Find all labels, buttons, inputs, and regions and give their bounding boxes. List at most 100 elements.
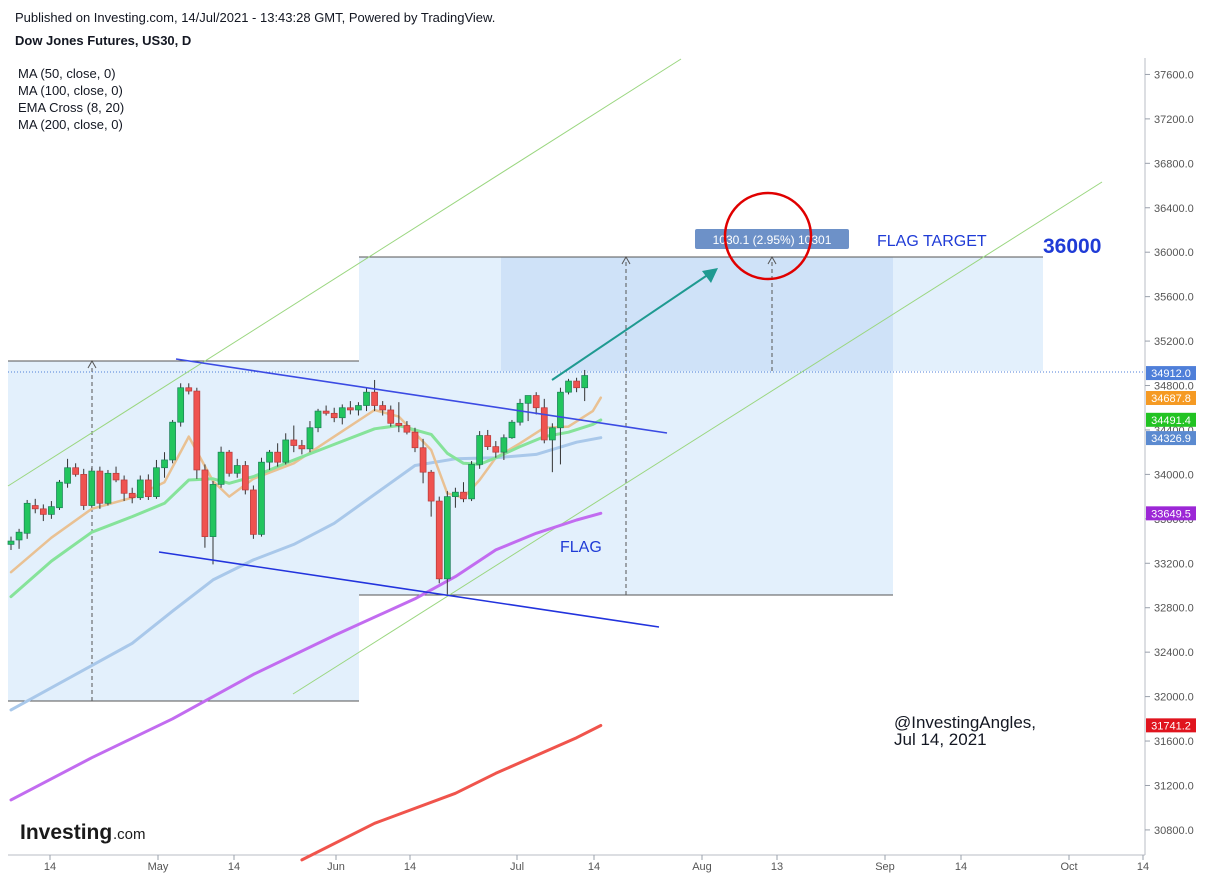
candle-up bbox=[524, 395, 532, 404]
candle-down bbox=[193, 390, 201, 471]
candle-down bbox=[387, 409, 395, 424]
projection-arrowhead bbox=[702, 268, 718, 283]
price-tick-label: 35200.0 bbox=[1154, 336, 1194, 348]
candle-down bbox=[120, 479, 128, 494]
candle-down bbox=[201, 469, 209, 537]
candle-up bbox=[500, 437, 508, 453]
time-tick-label: Oct bbox=[1060, 861, 1077, 873]
price-label-text: 33649.5 bbox=[1151, 508, 1191, 520]
candle-down bbox=[39, 508, 47, 515]
candle-up bbox=[314, 410, 322, 429]
price-label-text: 34912.0 bbox=[1151, 368, 1191, 380]
candle-up bbox=[468, 464, 475, 500]
candle-up bbox=[177, 387, 185, 423]
price-tick-label: 31600.0 bbox=[1154, 736, 1194, 748]
candle-up bbox=[104, 472, 112, 504]
candle-up bbox=[258, 461, 265, 535]
price-tick-label: 35600.0 bbox=[1154, 292, 1194, 304]
candle-down bbox=[330, 412, 338, 419]
flag-upper-trendline[interactable] bbox=[175, 358, 668, 434]
candle-up bbox=[306, 427, 314, 450]
candle-down bbox=[403, 425, 411, 433]
price-tick-label: 31200.0 bbox=[1154, 780, 1194, 792]
candle-up bbox=[516, 402, 524, 423]
price-tick-label: 32400.0 bbox=[1154, 647, 1194, 659]
candle-down bbox=[298, 445, 306, 450]
price-label-box bbox=[1146, 431, 1196, 446]
price-tick-label: 30800.0 bbox=[1154, 825, 1194, 837]
candle-up bbox=[169, 421, 176, 461]
candle-down bbox=[72, 467, 79, 475]
candle-down bbox=[31, 505, 39, 510]
candle-down bbox=[290, 439, 298, 446]
price-label-text: 34326.9 bbox=[1151, 433, 1191, 445]
candle-down bbox=[411, 431, 419, 449]
time-tick-label: 14 bbox=[1137, 861, 1149, 873]
time-tick-label: Jun bbox=[327, 861, 345, 873]
time-tick-label: Jul bbox=[510, 861, 524, 873]
candle-down bbox=[250, 489, 257, 535]
price-label-box bbox=[1146, 390, 1196, 405]
candle-up bbox=[64, 467, 71, 484]
indicator-ma50-label[interactable]: MA (50, close, 0) bbox=[18, 66, 116, 81]
ma100-line bbox=[9, 511, 603, 802]
candle-down bbox=[379, 405, 387, 411]
indicator-ma200-label[interactable]: MA (200, close, 0) bbox=[18, 117, 123, 132]
target-projection-region bbox=[501, 257, 893, 371]
candle-down bbox=[274, 451, 281, 463]
candle-up bbox=[161, 459, 168, 469]
measure-label: 1030.1 (2.95%) 10301 bbox=[713, 233, 832, 247]
target-extension-region bbox=[893, 257, 1043, 371]
flag-label: FLAG bbox=[560, 539, 602, 556]
candle-up bbox=[23, 502, 31, 534]
investing-logo-text: Investing bbox=[20, 821, 112, 844]
candle-up bbox=[508, 421, 516, 439]
candle-down bbox=[419, 447, 427, 473]
candle-up bbox=[549, 427, 556, 441]
candle-down bbox=[347, 407, 354, 411]
price-tick-label: 32000.0 bbox=[1154, 692, 1194, 704]
candle-up bbox=[266, 451, 273, 463]
candle-down bbox=[112, 472, 120, 481]
price-label-box bbox=[1146, 718, 1196, 733]
candle-down bbox=[573, 380, 580, 389]
candle-down bbox=[427, 471, 435, 502]
target-value-label: 36000 bbox=[1043, 235, 1101, 258]
candle-up bbox=[217, 451, 225, 485]
candle-up bbox=[557, 391, 564, 429]
candle-down bbox=[225, 451, 233, 474]
indicator-ema-cross-label[interactable]: EMA Cross (8, 20) bbox=[18, 100, 125, 115]
candle-up bbox=[209, 484, 217, 537]
candle-up bbox=[355, 405, 362, 411]
candle-down bbox=[435, 500, 443, 580]
candle-down bbox=[532, 395, 540, 409]
watermark-handle: @InvestingAngles, bbox=[894, 713, 1036, 732]
candle-up bbox=[7, 540, 15, 545]
flag-lower-trendline[interactable] bbox=[158, 551, 660, 628]
candle-up bbox=[15, 531, 23, 541]
candle-up bbox=[565, 380, 572, 393]
price-tick-label: 34800.0 bbox=[1154, 381, 1194, 393]
channel-lower-line[interactable] bbox=[292, 181, 1103, 695]
channel-upper-line[interactable] bbox=[7, 58, 682, 487]
candle-down bbox=[80, 474, 88, 506]
candle-down bbox=[540, 407, 548, 441]
candle-up bbox=[48, 506, 55, 515]
ema20-line bbox=[9, 418, 603, 599]
candle-down bbox=[371, 391, 378, 406]
candle-down bbox=[492, 446, 500, 453]
candle-up bbox=[452, 491, 459, 497]
candle-up bbox=[338, 407, 346, 419]
indicator-ma100-label[interactable]: MA (100, close, 0) bbox=[18, 83, 123, 98]
candle-down bbox=[128, 492, 136, 499]
candle-up bbox=[443, 496, 451, 580]
flag-target-label: FLAG TARGET bbox=[877, 233, 987, 250]
price-tick-label: 33200.0 bbox=[1154, 558, 1194, 570]
candle-down bbox=[395, 422, 403, 426]
candle-down bbox=[145, 479, 152, 497]
flagpole-measure-arrowhead bbox=[87, 359, 97, 369]
axis-layer: 37600.0 37200.0 36800.0 36400.0 36000.0 35600… bbox=[44, 69, 1196, 873]
time-tick-label: 14 bbox=[955, 861, 967, 873]
